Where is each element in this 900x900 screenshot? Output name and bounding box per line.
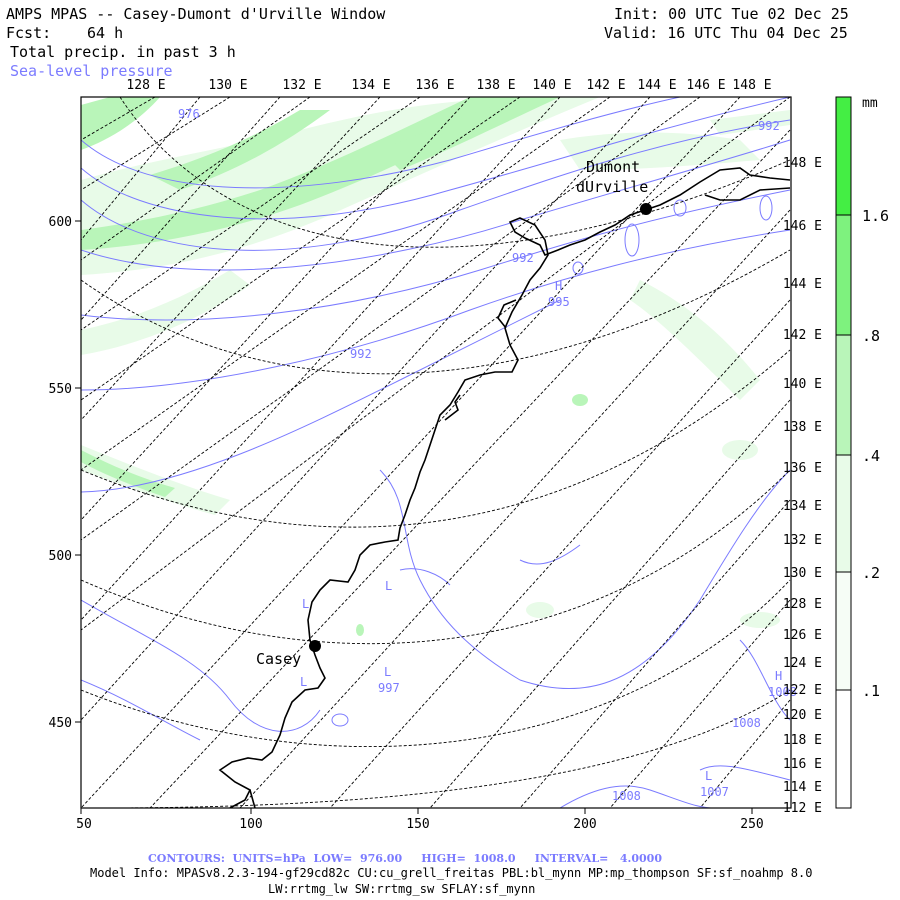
map-title: AMPS MPAS -- Casey-Dumont d'Urville Wind… [6, 5, 386, 23]
contour-label: 995 [548, 295, 570, 309]
x-axis-labels: 50 100 150 200 250 [76, 817, 764, 832]
colorbar-segment [836, 690, 851, 808]
durville-label: dUrville [576, 178, 648, 196]
y-tick-label: 600 [49, 215, 72, 230]
lon-label: 128 E [126, 78, 165, 93]
lon-label: 138 E [783, 420, 822, 435]
lon-label: 146 E [783, 219, 822, 234]
contour-label: L [384, 665, 391, 679]
contour-label: 976 [178, 107, 200, 121]
lon-label: 130 E [208, 78, 247, 93]
forecast-hour: 64 h [87, 24, 124, 42]
contour-label: 1008 [612, 789, 641, 803]
contour-labels: 976 992 992 992 995 H L L L 997 1008 100… [178, 107, 797, 803]
x-tick-label: 150 [406, 817, 429, 832]
y-tick-label: 550 [49, 382, 72, 397]
lon-label: 142 E [586, 78, 625, 93]
colorbar-frame [835, 96, 852, 809]
lon-label: 136 E [415, 78, 454, 93]
coastline [218, 167, 791, 808]
init-time: Init: 00 UTC Tue 02 Dec 25 [614, 5, 849, 23]
lon-label: 134 E [351, 78, 390, 93]
contour-label: 1008 [732, 716, 761, 730]
lon-label: 138 E [476, 78, 515, 93]
colorbar-tick: .8 [862, 327, 880, 345]
lon-label: 126 E [783, 628, 822, 643]
casey-label: Casey [256, 650, 301, 668]
contour-label: L [300, 675, 307, 689]
colorbar-segment [836, 97, 851, 215]
contour-label: H [775, 669, 782, 683]
field-name: Total precip. in past 3 h [10, 43, 236, 61]
lon-label: 148 E [732, 78, 771, 93]
plot-frame [80, 96, 792, 809]
colorbar-segment [836, 572, 851, 690]
colorbar-tick: .2 [862, 564, 880, 582]
x-tick-label: 50 [76, 817, 92, 832]
right-lon-labels: 148 E 146 E 144 E 142 E 140 E 138 E 136 … [783, 156, 822, 816]
contour-label: 992 [350, 347, 372, 361]
contour-label: H [555, 279, 562, 293]
y-tick-label: 500 [49, 549, 72, 564]
colorbar-tick: .1 [862, 682, 880, 700]
top-lon-labels: 128 E 130 E 132 E 134 E 136 E 138 E 140 … [126, 78, 771, 93]
contour-label: 992 [512, 251, 534, 265]
y-tick-label: 450 [49, 716, 72, 731]
contour-label: 1007 [700, 785, 729, 799]
lon-label: 140 E [783, 377, 822, 392]
lon-label: 142 E [783, 328, 822, 343]
contour-label: L [302, 597, 309, 611]
lon-label: 118 E [783, 733, 822, 748]
dumont-durville-marker [640, 203, 652, 215]
contour-label: L [385, 579, 392, 593]
dumont-label: Dumont [586, 158, 640, 176]
forecast-label: Fcst: [6, 24, 52, 42]
lon-label: 148 E [783, 156, 822, 171]
lon-label: 124 E [783, 656, 822, 671]
contour-label: 1008 [768, 685, 797, 699]
colorbar-tick: 1.6 [862, 207, 889, 225]
lon-label: 140 E [532, 78, 571, 93]
colorbar-segment [836, 455, 851, 572]
colorbar-unit: mm [862, 96, 878, 111]
lon-label: 132 E [783, 533, 822, 548]
lon-label: 120 E [783, 708, 822, 723]
lon-label: 130 E [783, 566, 822, 581]
contours-info: CONTOURS: UNITS=hPa LOW= 976.00 HIGH= 10… [148, 852, 662, 865]
lon-label: 128 E [783, 597, 822, 612]
precip-shading [81, 97, 790, 636]
lon-label: 134 E [783, 499, 822, 514]
x-tick-label: 100 [239, 817, 262, 832]
x-tick-label: 250 [740, 817, 763, 832]
lon-label: 112 E [783, 801, 822, 816]
contour-label: 997 [378, 681, 400, 695]
casey-marker [309, 640, 321, 652]
latlon-grid [81, 97, 791, 808]
lon-label: 132 E [282, 78, 321, 93]
overlay-name: Sea-level pressure [10, 62, 173, 80]
colorbar-segment [836, 335, 851, 455]
x-tick-label: 200 [573, 817, 596, 832]
colorbar: mm 1.6 .8 .4 .2 .1 [835, 96, 889, 809]
lon-label: 122 E [783, 683, 822, 698]
colorbar-tick: .4 [862, 447, 880, 465]
contour-label: 992 [758, 119, 780, 133]
lon-label: 136 E [783, 461, 822, 476]
model-info-line2: LW:rrtmg_lw SW:rrtmg_sw SFLAY:sf_mynn [268, 882, 535, 896]
axis-ticks [75, 220, 753, 814]
valid-time: Valid: 16 UTC Thu 04 Dec 25 [604, 24, 848, 42]
lon-label: 144 E [637, 78, 676, 93]
lon-label: 114 E [783, 780, 822, 795]
contour-label: L [705, 769, 712, 783]
model-info: Model Info: MPASv8.2.3-194-gf29cd82c CU:… [90, 866, 812, 880]
lon-label: 144 E [783, 277, 822, 292]
lon-label: 146 E [686, 78, 725, 93]
colorbar-segment [836, 215, 851, 335]
y-axis-labels: 600 550 500 450 [49, 215, 72, 731]
lon-label: 116 E [783, 757, 822, 772]
